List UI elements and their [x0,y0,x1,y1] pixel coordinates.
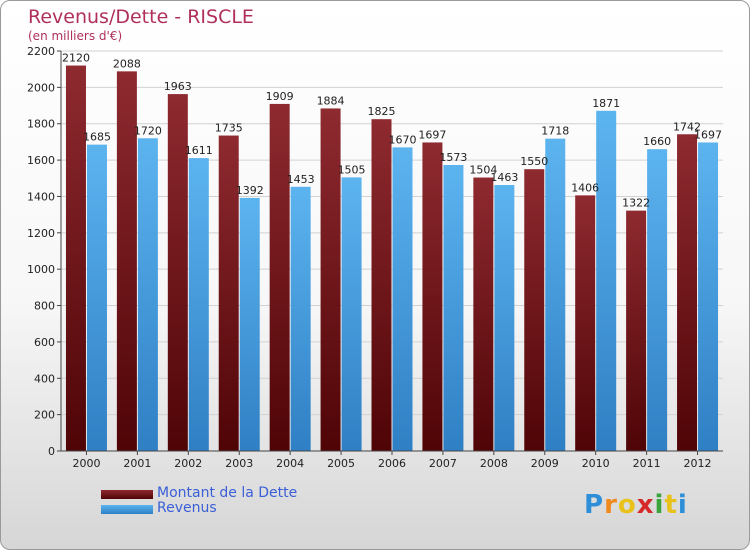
proxiti-logo: Proxiti [584,490,688,520]
value-label-revenus: 1670 [389,133,417,146]
chart-title: Revenus/Dette - RISCLE [28,6,254,28]
value-label-dette: 1884 [317,94,345,107]
value-label-revenus: 1611 [185,144,213,157]
bar-dette [320,108,341,452]
value-label-revenus: 1685 [83,131,111,144]
value-label-revenus: 1720 [134,124,162,137]
legend-label-revenus: Revenus [157,500,217,516]
logo-letter: t [664,490,678,520]
legend-label-debt: Montant de la Dette [157,485,298,501]
x-tick-label: 2010 [582,457,610,470]
x-tick-label: 2009 [531,457,559,470]
bar-dette [218,135,239,451]
chart-subtitle: (en milliers d'€) [28,29,123,43]
y-tick-label: 200 [34,409,55,422]
bar-revenus [137,138,158,452]
bar-revenus [698,142,719,452]
y-tick-label: 1600 [27,154,55,167]
y-tick-label: 1800 [27,118,55,131]
y-tick-label: 2000 [27,81,55,94]
logo-letter: i [677,490,688,520]
value-label-revenus: 1453 [287,173,315,186]
value-label-dette: 1550 [520,155,548,168]
bar-revenus [443,165,464,451]
value-label-revenus: 1697 [694,128,722,141]
bar-revenus [545,138,566,452]
value-label-dette: 1909 [266,90,294,103]
bar-dette [167,94,188,451]
y-tick-label: 1400 [27,190,55,203]
value-label-dette: 1742 [673,120,701,133]
value-label-revenus: 1392 [236,184,264,197]
bar-revenus [188,158,209,451]
value-label-revenus: 1573 [439,151,467,164]
y-tick-label: 1000 [27,263,55,276]
logo-letter: i [654,490,665,520]
value-label-revenus: 1505 [338,163,366,176]
x-tick-label: 2004 [276,457,304,470]
legend-swatch-debt [101,490,153,499]
y-tick-label: 0 [48,445,55,458]
bar-revenus [341,177,362,451]
value-label-dette: 1504 [469,164,497,177]
logo-letter: r [604,490,618,520]
x-tick-label: 2012 [684,457,712,470]
value-label-dette: 1697 [418,128,446,141]
bar-revenus [494,185,515,451]
value-label-dette: 1963 [164,80,192,93]
x-tick-label: 2000 [72,457,100,470]
x-tick-label: 2003 [225,457,253,470]
bar-revenus [239,197,260,451]
bar-revenus [392,147,413,451]
value-label-dette: 1322 [622,197,650,210]
bar-dette [575,195,596,451]
y-tick-label: 600 [34,336,55,349]
bar-dette [626,210,647,451]
value-label-dette: 1825 [368,105,396,118]
bar-dette [116,71,137,451]
x-tick-label: 2005 [327,457,355,470]
y-tick-label: 1200 [27,227,55,240]
x-tick-label: 2006 [378,457,406,470]
bar-dette [371,119,392,451]
value-label-dette: 2120 [62,52,90,65]
legend-swatch-revenus [101,505,153,514]
bar-revenus [86,144,107,452]
bar-revenus [596,110,617,452]
y-tick-label: 400 [34,372,55,385]
bar-dette [677,134,698,452]
bar-revenus [290,186,311,451]
x-tick-label: 2001 [123,457,151,470]
value-label-revenus: 1463 [490,171,518,184]
bar-dette [422,142,443,452]
value-label-dette: 1735 [215,122,243,135]
bar-dette [269,103,290,451]
logo-letter: x [636,490,655,520]
value-label-revenus: 1660 [643,135,671,148]
logo-letter: o [617,490,637,520]
value-label-dette: 1406 [571,181,599,194]
value-label-revenus: 1718 [541,125,569,138]
y-tick-label: 800 [34,300,55,313]
bar-dette [473,177,494,451]
logo-letter: P [584,490,605,520]
bar-revenus [647,149,668,451]
y-tick-label: 2200 [27,45,55,58]
x-tick-label: 2011 [633,457,661,470]
bar-dette [65,65,86,451]
value-label-revenus: 1871 [592,97,620,110]
x-tick-label: 2007 [429,457,457,470]
value-label-dette: 2088 [113,57,141,70]
bar-dette [524,169,545,451]
x-tick-label: 2008 [480,457,508,470]
x-tick-label: 2002 [174,457,202,470]
